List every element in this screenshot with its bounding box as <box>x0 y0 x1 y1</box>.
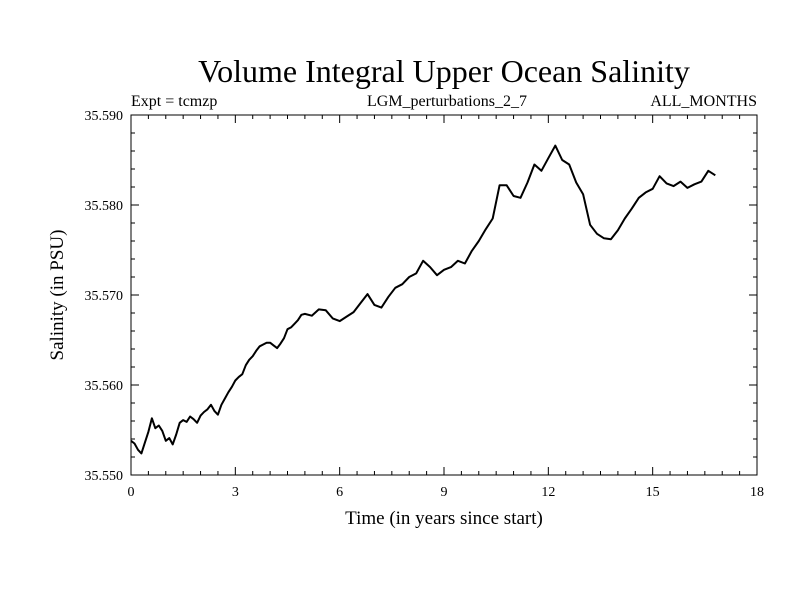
plot-frame <box>130 114 758 476</box>
x-tick-label: 0 <box>128 485 135 500</box>
salinity-series-line <box>130 144 716 455</box>
axis-tick-labels: 0 3 6 9 12 15 18 35.550 35.560 35.570 35.580 35.590 <box>85 109 765 500</box>
subtitle-experiment: Expt = tcmzp <box>131 93 217 110</box>
x-tick-label: 6 <box>336 485 343 500</box>
y-tick-label: 35.550 <box>85 469 124 484</box>
x-tick-label: 12 <box>541 485 555 500</box>
y-axis-label: Salinity (in PSU) <box>47 230 68 361</box>
x-axis-label: Time (in years since start) <box>345 508 543 529</box>
x-tick-label: 18 <box>750 485 764 500</box>
y-tick-label: 35.590 <box>85 109 124 124</box>
subtitle-months: ALL_MONTHS <box>650 93 757 110</box>
x-tick-label: 15 <box>646 485 660 500</box>
x-tick-label: 9 <box>441 485 448 500</box>
x-tick-label: 3 <box>232 485 239 500</box>
axis-ticks <box>130 114 758 476</box>
y-tick-label: 35.570 <box>85 289 124 304</box>
y-tick-label: 35.560 <box>85 379 124 394</box>
subtitle-run: LGM_perturbations_2_7 <box>367 93 527 110</box>
chart-title: Volume Integral Upper Ocean Salinity <box>198 53 690 89</box>
y-tick-label: 35.580 <box>85 199 124 214</box>
